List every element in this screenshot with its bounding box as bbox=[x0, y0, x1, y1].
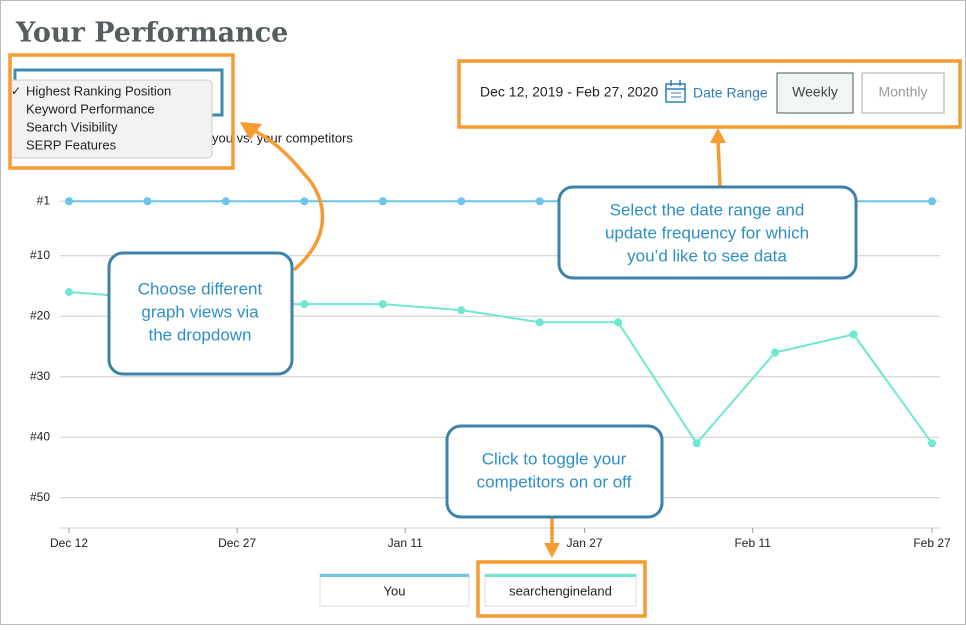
highlight-box bbox=[457, 59, 962, 129]
date-range-button[interactable]: Date Range bbox=[693, 85, 768, 101]
y-tick-label: #10 bbox=[30, 248, 50, 262]
callout bbox=[445, 424, 664, 519]
data-point bbox=[143, 197, 152, 206]
arrowhead bbox=[544, 543, 560, 558]
data-point bbox=[378, 197, 387, 206]
monthly-button[interactable] bbox=[861, 72, 945, 114]
highlight-box bbox=[476, 560, 647, 618]
legend: You searchengineland bbox=[319, 573, 637, 607]
data-point bbox=[300, 300, 309, 309]
data-point bbox=[849, 330, 858, 339]
y-tick-label: #50 bbox=[30, 490, 50, 504]
callout-text: you’d like to see data bbox=[627, 246, 787, 265]
data-point bbox=[457, 197, 466, 206]
callout bbox=[557, 185, 858, 280]
arrow bbox=[247, 126, 325, 272]
callout-text: Choose different bbox=[138, 279, 263, 298]
data-point bbox=[614, 318, 623, 327]
y-tick-label: #20 bbox=[30, 308, 50, 322]
legend-swatch bbox=[485, 574, 636, 577]
data-point bbox=[221, 197, 230, 206]
x-tick-label: Feb 27 bbox=[913, 536, 951, 550]
data-point bbox=[65, 197, 73, 206]
callout bbox=[107, 251, 294, 376]
data-point bbox=[928, 197, 936, 206]
weekly-label: Weekly bbox=[792, 84, 838, 100]
arrowhead bbox=[240, 122, 262, 140]
callout-text: the dropdown bbox=[148, 325, 251, 344]
callout-text: Click to toggle your bbox=[482, 449, 627, 468]
legend-swatch bbox=[320, 574, 469, 577]
x-tick-label: Feb 11 bbox=[734, 536, 771, 550]
y-tick-label: #1 bbox=[37, 193, 51, 207]
legend-item[interactable] bbox=[484, 573, 637, 607]
arrowhead bbox=[710, 128, 726, 143]
data-point bbox=[457, 306, 466, 315]
data-point bbox=[535, 318, 544, 327]
calendar-icon bbox=[665, 80, 686, 103]
data-point bbox=[300, 197, 309, 206]
data-point bbox=[692, 439, 701, 448]
data-point bbox=[535, 197, 544, 206]
dropdown-option[interactable]: Highest Ranking Position bbox=[26, 83, 171, 98]
x-tick-label: Jan 27 bbox=[567, 536, 603, 550]
legend-item[interactable] bbox=[319, 573, 470, 607]
highlight-box bbox=[8, 53, 235, 170]
legend-label: searchengineland bbox=[509, 583, 612, 598]
dropdown-option[interactable]: SERP Features bbox=[26, 137, 117, 152]
data-point bbox=[378, 300, 387, 309]
dropdown-option[interactable]: Search Visibility bbox=[26, 119, 118, 134]
x-tick-label: Dec 27 bbox=[218, 536, 256, 550]
data-point bbox=[928, 439, 936, 448]
date-range-text: Dec 12, 2019 - Feb 27, 2020 bbox=[480, 84, 658, 100]
x-tick-label: Jan 11 bbox=[388, 536, 423, 550]
checkmark: ✓ bbox=[11, 84, 21, 98]
data-point bbox=[65, 288, 73, 297]
dropdown-option[interactable]: Keyword Performance bbox=[26, 101, 155, 116]
y-tick-label: #30 bbox=[30, 369, 50, 383]
page-title: Your Performance bbox=[15, 18, 288, 49]
monthly-label: Monthly bbox=[878, 84, 927, 100]
callout-text: update frequency for which bbox=[605, 223, 809, 242]
y-tick-label: #40 bbox=[30, 429, 50, 443]
callout-text: competitors on or off bbox=[477, 472, 632, 491]
callout-text: Select the date range and bbox=[610, 200, 805, 219]
x-tick-label: Dec 12 bbox=[50, 536, 88, 550]
data-point bbox=[771, 348, 780, 357]
legend-label: You bbox=[384, 583, 406, 598]
weekly-button[interactable] bbox=[776, 72, 854, 114]
arrow bbox=[716, 139, 722, 187]
callout-text: graph views via bbox=[141, 302, 259, 321]
chart: #1 #10 #20 #30 #40 #50 Dec 12 Dec 27 Jan 11 Jan 2… bbox=[30, 193, 951, 550]
